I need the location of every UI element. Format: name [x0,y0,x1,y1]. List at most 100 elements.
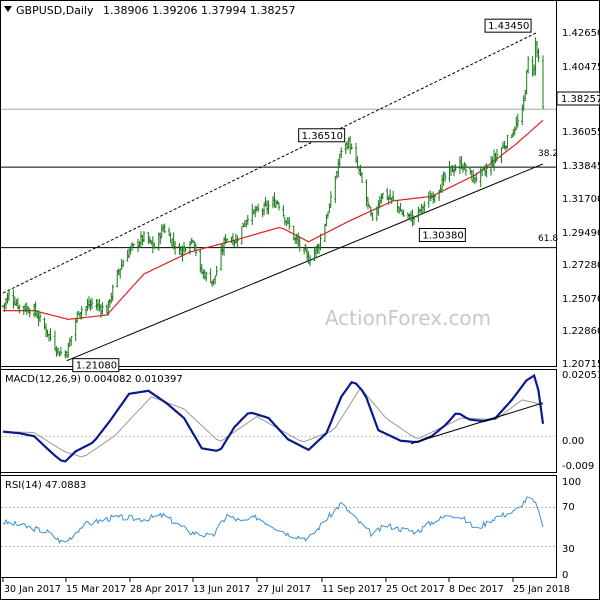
macd-line [2,373,545,463]
price-bar [402,209,405,217]
price-bar [80,306,83,320]
price-bar [366,197,370,210]
price-bar [420,203,423,215]
price-callout-label: 1.36510 [302,131,343,142]
price-bar [213,275,217,285]
price-bar [101,302,104,315]
price-bar [423,201,426,213]
rsi-line [2,496,544,545]
rsi-tick: 0 [562,570,568,581]
price-tick: 1.29490 [562,228,600,239]
price-bar [173,240,177,255]
price-tick: 1.27280 [562,260,600,271]
price-bar [371,212,374,221]
time-tick: 15 Mar 2017 [66,584,126,595]
price-bar [142,231,146,243]
price-bar [381,192,384,200]
price-bar [298,236,301,252]
macd-trendline [410,402,544,445]
price-bar [500,147,503,164]
fib-label-61: 61.8 [538,234,558,244]
dropdown-triangle-icon [4,6,12,12]
price-bar [475,172,478,183]
price-bar [411,209,414,227]
price-bar [319,233,322,251]
price-tick: 1.22860 [562,326,600,337]
price-bar [348,136,352,155]
rsi-panel-frame [0,475,557,578]
price-tick: 1.40475 [562,62,600,73]
time-tick: 28 Apr 2017 [130,584,189,595]
price-bar [253,205,257,218]
price-callout-box [298,128,346,143]
macd-tick: 0.02051 [562,370,600,381]
chart-header: GBPUSD,Daily 1.38906 1.39206 1.37994 1.3… [4,4,295,17]
price-bar [429,190,432,202]
price-bar [282,204,285,217]
price-bar [159,232,162,245]
price-bar [526,56,530,74]
price-bar [28,308,31,318]
price-callout-label: 1.43450 [488,21,529,32]
price-bar [256,203,260,212]
rising-support-trendline [66,163,544,362]
moving-average-line [3,119,544,321]
rsi-tick: 70 [562,502,575,513]
price-callout-box [484,18,532,33]
price-bar [90,297,94,310]
time-tick: 25 Jan 2018 [513,584,570,595]
price-bar [472,169,475,183]
time-tick: 11 Sep 2017 [322,584,382,595]
price-tick: 1.25070 [562,294,600,305]
price-bar [433,194,436,203]
price-callout-label: 1.21080 [76,361,117,372]
macd-tick: -0.009 [562,461,594,472]
price-bar [188,241,192,255]
price-bar [56,347,60,356]
price-bar [246,214,249,225]
price-bar [191,239,195,244]
price-bar [153,242,156,249]
price-bar [267,200,270,215]
price-bar [541,55,545,110]
rsi-tick: 100 [562,477,581,488]
instrument-label: GBPUSD,Daily [16,4,94,17]
rsi-tick: 30 [562,544,575,555]
price-callout: 1.21080 [72,358,120,373]
price-bar [276,200,279,205]
time-tick: 8 Dec 2017 [449,584,504,595]
price-bar [184,247,187,252]
current-price-box [556,91,600,106]
price-bar [397,206,401,214]
price-bar [225,238,229,243]
price-callout-box [418,228,466,243]
price-bar [132,243,135,247]
price-bar [516,113,519,128]
price-bar [464,163,468,176]
price-bar [329,191,333,208]
price-bar [443,172,447,182]
price-bar [454,164,457,172]
price-bar [215,265,218,276]
price-bar [277,202,281,211]
macd-signal-line [3,386,544,458]
price-tick: 1.36055 [562,127,600,138]
rsi-axis: 100 70 30 0 [562,477,581,581]
price-bar [360,171,364,183]
price-bar [121,259,125,268]
price-bar [190,238,193,245]
price-bar [452,165,456,177]
price-tick: 1.42650 [562,28,600,39]
price-bar [59,346,63,355]
price-bar [205,271,208,282]
current-price-label: 1.38257 [561,94,600,105]
price-bar [111,284,114,302]
price-tick: 1.31700 [562,194,600,205]
price-bar [251,203,254,226]
price-bar [70,335,73,346]
price-bar [163,223,166,234]
price-callout: 1.30380 [418,228,466,243]
price-bar [495,148,499,162]
price-panel-frame [0,0,557,367]
